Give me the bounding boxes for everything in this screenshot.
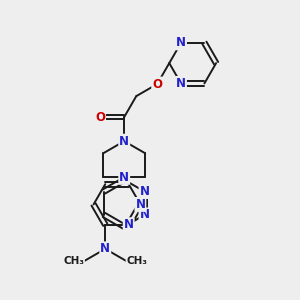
Text: N: N bbox=[135, 198, 146, 211]
Text: N: N bbox=[124, 218, 134, 231]
Text: N: N bbox=[176, 77, 186, 90]
Text: O: O bbox=[95, 110, 105, 124]
Text: N: N bbox=[119, 135, 129, 148]
Text: N: N bbox=[119, 171, 129, 184]
Text: N: N bbox=[100, 242, 110, 255]
Text: O: O bbox=[152, 77, 162, 91]
Text: CH₃: CH₃ bbox=[126, 256, 147, 266]
Text: N: N bbox=[140, 185, 149, 198]
Text: N: N bbox=[140, 208, 149, 221]
Text: CH₃: CH₃ bbox=[63, 256, 84, 266]
Text: N: N bbox=[176, 36, 186, 50]
